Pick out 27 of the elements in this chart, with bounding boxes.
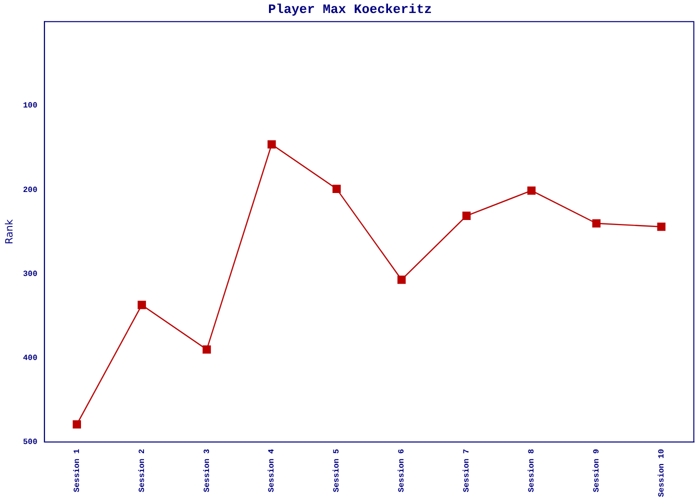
- x-tick-label: Session 2: [138, 448, 147, 492]
- point: [527, 186, 536, 195]
- point: [657, 222, 666, 231]
- x-tick-label: Session 7: [462, 448, 472, 492]
- point: [72, 420, 82, 428]
- x-tick-label: Session 6: [398, 448, 407, 492]
- x-tick-label: Session 8: [527, 448, 536, 492]
- y-axis-title: Rank: [4, 219, 16, 244]
- point: [332, 184, 341, 194]
- x-tick-label: Session 10: [657, 448, 666, 498]
- x-tick-label: Session 5: [332, 448, 342, 492]
- x-tick-label: Session 1: [72, 448, 82, 492]
- point: [397, 276, 406, 284]
- y-tick-label: 500: [22, 438, 38, 448]
- point: [138, 300, 146, 310]
- point: [592, 219, 601, 228]
- point: [462, 212, 471, 220]
- x-tick-label: Session 9: [592, 448, 602, 492]
- point: [202, 345, 211, 354]
- y-tick-label: 100: [22, 102, 38, 111]
- y-tick-label: 200: [22, 186, 38, 195]
- chart-title: Player Max Koeckeritz: [268, 2, 432, 18]
- point: [268, 140, 276, 148]
- x-tick-label: Session 4: [268, 448, 277, 492]
- y-tick-label: 400: [22, 354, 38, 363]
- x-tick-label: Session 3: [202, 448, 212, 492]
- y-tick-label: 300: [22, 270, 38, 279]
